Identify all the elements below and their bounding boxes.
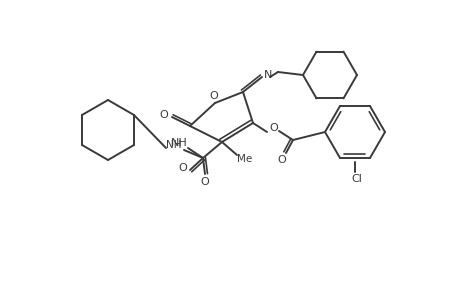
Text: O: O bbox=[269, 123, 278, 133]
Text: Cl: Cl bbox=[351, 174, 362, 184]
Text: Me: Me bbox=[237, 154, 252, 164]
Text: O: O bbox=[178, 163, 187, 173]
Text: O: O bbox=[200, 177, 209, 187]
Text: NH: NH bbox=[170, 138, 187, 148]
Text: O: O bbox=[209, 91, 218, 101]
Text: O: O bbox=[277, 155, 286, 165]
Text: N: N bbox=[263, 70, 272, 80]
Text: O: O bbox=[159, 110, 168, 120]
Text: NH: NH bbox=[166, 140, 181, 150]
